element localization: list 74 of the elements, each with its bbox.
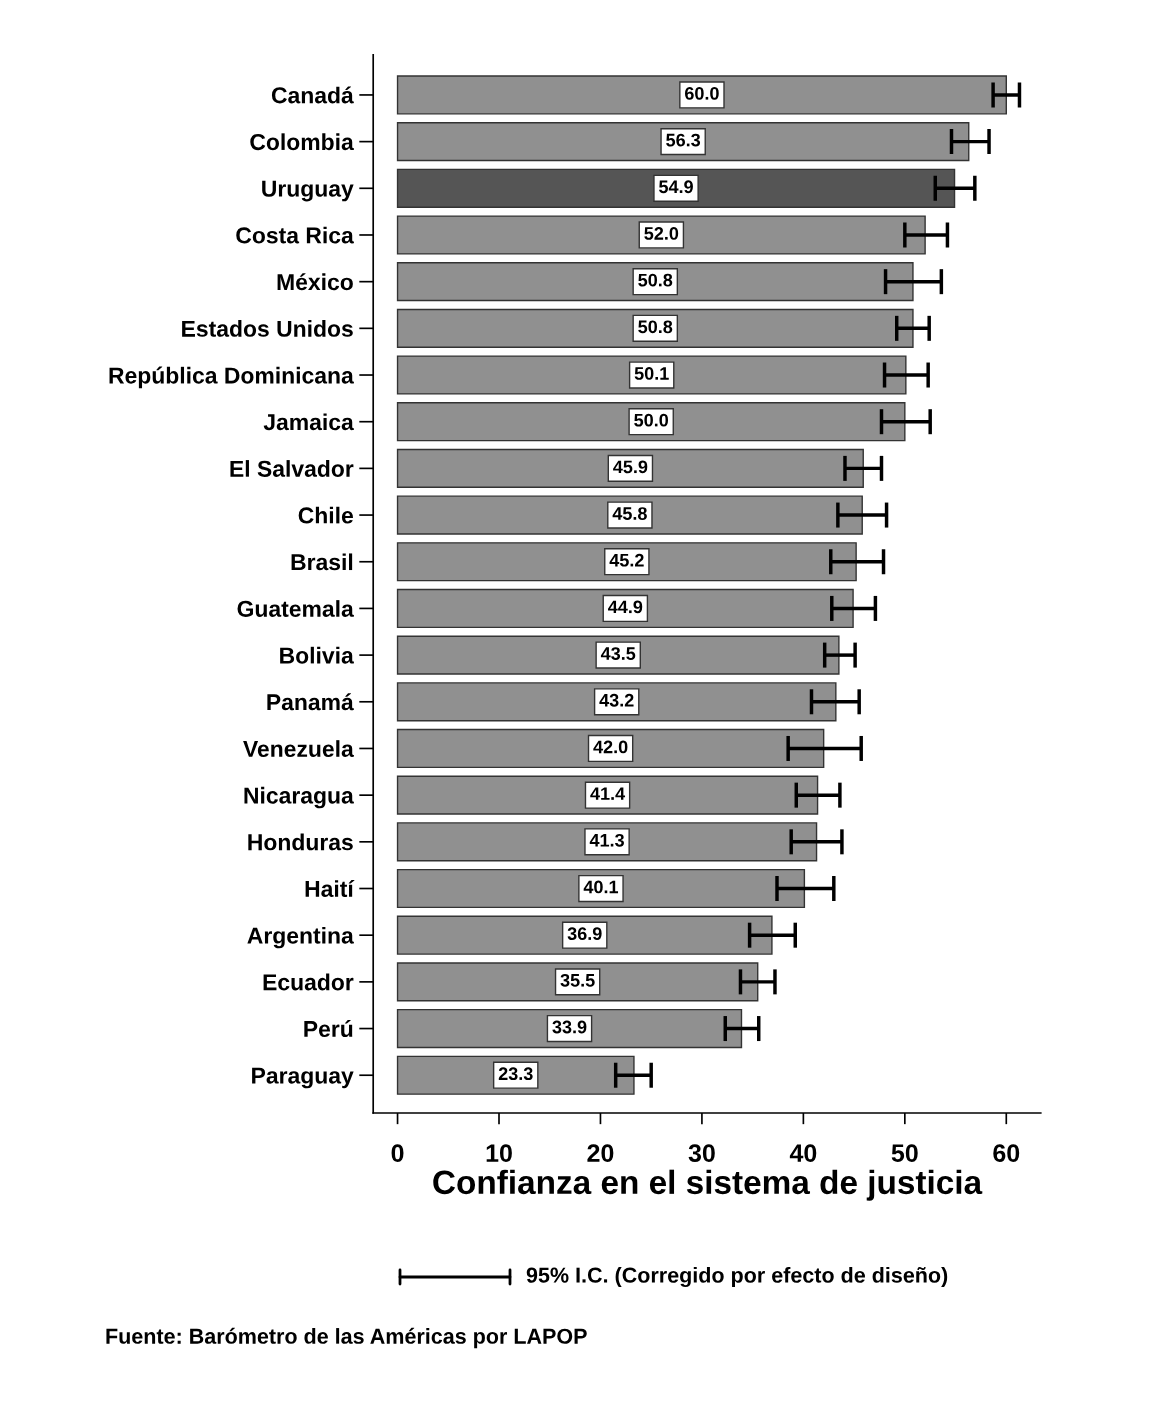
x-tick-label: 30 [688, 1144, 715, 1162]
bar [396, 168, 956, 208]
y-tick-label: Guatemala [237, 600, 354, 617]
data-label: 45.9 [613, 460, 648, 474]
bar [396, 215, 926, 255]
data-label: 41.4 [590, 787, 626, 800]
bar [396, 728, 825, 769]
y-tick-label: El Salvador [230, 460, 354, 477]
data-label: 23.3 [498, 1067, 533, 1081]
y-tick-label: Perú [304, 1020, 353, 1038]
data-label: 45.8 [612, 507, 647, 520]
y-tick-label: Haití [305, 880, 355, 898]
x-tick-label: 10 [486, 1144, 512, 1162]
y-tick-label: Ecuador [263, 973, 354, 991]
bar [396, 868, 806, 909]
data-label: 36.9 [567, 927, 602, 941]
x-tick-label: 40 [789, 1144, 817, 1162]
data-label: 43.5 [600, 647, 636, 660]
bar [396, 915, 773, 955]
y-tick-label: República Dominicana [109, 366, 354, 389]
bar [396, 262, 914, 302]
y-tick-label: Brasil [291, 553, 353, 571]
data-label: 50.1 [634, 367, 669, 380]
data-label: 56.3 [666, 133, 701, 147]
data-label: 54.9 [659, 180, 693, 194]
y-tick-label: Colombia [250, 133, 354, 151]
bar [396, 822, 818, 862]
y-tick-label: Honduras [248, 833, 353, 851]
y-tick-label: Panamá [267, 693, 354, 711]
y-tick-label: México [277, 273, 353, 291]
y-tick-label: Uruguay [262, 180, 354, 202]
bar [396, 122, 970, 162]
y-tick-label: Argentina [247, 926, 354, 949]
y-tick-label: Estados Unidos [182, 320, 353, 337]
y-tick-label: Costa Rica [236, 226, 354, 244]
bar [396, 308, 914, 348]
data-label: 44.9 [608, 600, 643, 614]
bar [396, 402, 906, 442]
data-label: 50.8 [638, 320, 673, 334]
data-label: 41.3 [589, 833, 624, 847]
data-label: 45.2 [609, 553, 644, 567]
y-tick-label: Jamaica [263, 413, 354, 431]
bar [396, 635, 840, 675]
y-tick-label: Nicaragua [244, 786, 354, 809]
data-label: 40.1 [583, 880, 619, 894]
y-tick-label: Paraguay [252, 1067, 354, 1089]
bar [396, 682, 837, 722]
bar [396, 588, 854, 629]
data-label: 60.0 [685, 87, 719, 100]
data-label: 33.9 [552, 1020, 587, 1034]
bar [396, 495, 863, 535]
y-tick-label: Venezuela [243, 740, 354, 757]
data-label: 43.2 [599, 693, 634, 707]
bar [396, 542, 857, 582]
data-label: 52.0 [644, 227, 679, 240]
x-tick-label: 50 [891, 1144, 918, 1162]
x-axis-title: Confianza en el sistema de justicia [433, 1169, 983, 1201]
bar [396, 962, 759, 1002]
bar [396, 775, 819, 815]
y-tick-label: Canadá [271, 86, 354, 104]
data-label: 35.5 [560, 973, 595, 987]
x-tick-label: 60 [993, 1144, 1020, 1162]
data-label: 42.0 [593, 740, 628, 754]
bar [396, 355, 907, 395]
bar [396, 448, 864, 488]
data-label: 50.8 [638, 273, 673, 287]
y-tick-label: Chile [298, 506, 353, 524]
bar [396, 75, 1007, 115]
source-note: Fuente: Barómetro de las Américas por LAPOP [106, 1327, 587, 1349]
text: 95% I.C. (Corregido por efecto de diseño) [526, 1266, 948, 1288]
x-tick-label: 20 [587, 1144, 614, 1162]
data-label: 50.0 [634, 413, 669, 427]
x-tick-label: 0 [391, 1144, 404, 1162]
y-tick-label: Bolivia [280, 646, 354, 664]
